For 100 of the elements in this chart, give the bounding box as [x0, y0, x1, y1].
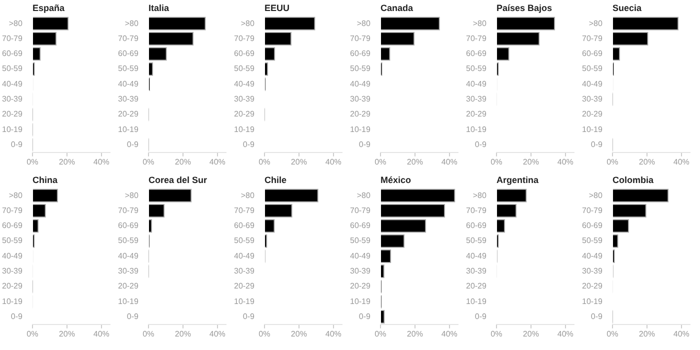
y-tick-label: 50-59 — [234, 64, 256, 74]
x-tick-label: 0% — [606, 157, 618, 166]
y-tick-label: 40-49 — [582, 251, 604, 260]
x-tick-label: 0% — [258, 157, 270, 166]
x-tick-label: 0% — [490, 157, 502, 166]
y-tick-label: 40-49 — [466, 251, 488, 260]
y-tick-label: 50-59 — [2, 64, 24, 74]
chart-title: Colombia — [612, 174, 654, 185]
y-tick-label: 30-39 — [466, 266, 488, 276]
x-tick-label: 20% — [406, 329, 423, 338]
y-tick-label: 70-79 — [118, 206, 140, 215]
y-tick-label: 50-59 — [350, 236, 372, 246]
y-tick-label: 40-49 — [234, 251, 256, 260]
y-tick-label: 40-49 — [118, 251, 140, 260]
y-tick-label: 70-79 — [234, 34, 256, 43]
x-tick-label: 40% — [557, 329, 574, 338]
y-tick-label: 70-79 — [466, 34, 488, 43]
y-tick-label: >80 — [588, 18, 604, 28]
y-tick-label: 10-19 — [350, 296, 372, 306]
y-tick-label: 20-29 — [118, 282, 140, 291]
y-tick-label: 10-19 — [582, 124, 604, 134]
y-tick-label: 70-79 — [350, 206, 372, 215]
y-tick-label: 20-29 — [234, 282, 256, 291]
y-tick-label: 60-69 — [466, 49, 488, 58]
y-tick-label: >80 — [240, 190, 256, 200]
y-tick-label: 40-49 — [234, 79, 256, 88]
y-tick-label: 30-39 — [2, 94, 24, 104]
y-tick-label: 30-39 — [2, 266, 24, 276]
y-tick-label: 60-69 — [582, 221, 604, 230]
y-tick-label: >80 — [356, 18, 372, 28]
y-tick-label: 30-39 — [234, 94, 256, 104]
x-tick-label: 40% — [93, 157, 110, 166]
y-tick-label: 20-29 — [582, 110, 604, 119]
y-tick-label: 70-79 — [2, 34, 24, 43]
chart-title: Suecia — [612, 2, 642, 13]
y-tick-label: 10-19 — [2, 296, 24, 306]
x-tick-label: 40% — [673, 329, 690, 338]
y-tick-label: >80 — [8, 18, 24, 28]
x-tick-label: 20% — [58, 157, 75, 166]
x-tick-label: 20% — [522, 157, 539, 166]
x-tick-label: 0% — [374, 157, 386, 166]
y-tick-label: 50-59 — [2, 236, 24, 246]
chart-title: Italia — [148, 2, 170, 13]
x-tick-label: 0% — [26, 329, 38, 338]
chart-title: China — [32, 174, 58, 185]
y-tick-label: 40-49 — [350, 79, 372, 88]
y-tick-label: 50-59 — [350, 64, 372, 74]
x-tick-label: 20% — [522, 329, 539, 338]
y-tick-label: 0-9 — [474, 312, 488, 322]
y-tick-label: 10-19 — [350, 124, 372, 134]
y-tick-label: >80 — [124, 18, 140, 28]
y-tick-label: 0-9 — [242, 140, 256, 150]
y-tick-label: 60-69 — [350, 49, 372, 58]
y-tick-label: 20-29 — [234, 110, 256, 119]
y-tick-label: 40-49 — [350, 251, 372, 260]
y-tick-label: 70-79 — [350, 34, 372, 43]
y-tick-label: 0-9 — [242, 312, 256, 322]
y-tick-label: 70-79 — [234, 206, 256, 215]
y-tick-label: >80 — [588, 190, 604, 200]
y-tick-label: 0-9 — [126, 140, 140, 150]
y-tick-label: 30-39 — [582, 94, 604, 104]
y-tick-label: 20-29 — [466, 282, 488, 291]
y-tick-label: 50-59 — [582, 236, 604, 246]
y-tick-label: 20-29 — [350, 282, 372, 291]
y-tick-label: 60-69 — [118, 49, 140, 58]
y-tick-label: 30-39 — [118, 266, 140, 276]
y-tick-label: 10-19 — [234, 296, 256, 306]
y-tick-label: 0-9 — [474, 140, 488, 150]
chart-title: España — [32, 2, 66, 13]
chart-title: México — [380, 174, 412, 185]
chart-title: Corea del Sur — [148, 174, 208, 185]
y-tick-label: 50-59 — [234, 236, 256, 246]
y-tick-label: 30-39 — [350, 266, 372, 276]
y-tick-label: 0-9 — [590, 312, 604, 322]
x-tick-label: 40% — [325, 157, 342, 166]
chart-title: Argentina — [496, 174, 540, 185]
y-tick-label: 40-49 — [582, 79, 604, 88]
x-tick-label: 40% — [557, 157, 574, 166]
y-tick-label: 60-69 — [118, 221, 140, 230]
y-tick-label: 50-59 — [466, 236, 488, 246]
x-tick-label: 20% — [290, 157, 307, 166]
x-tick-label: 20% — [58, 329, 75, 338]
x-tick-label: 0% — [142, 329, 154, 338]
y-tick-label: 50-59 — [582, 64, 604, 74]
y-tick-label: >80 — [472, 18, 488, 28]
y-tick-label: 60-69 — [350, 221, 372, 230]
y-tick-label: 0-9 — [358, 312, 372, 322]
x-tick-label: 0% — [606, 329, 618, 338]
x-tick-label: 0% — [374, 329, 386, 338]
y-tick-label: 0-9 — [126, 312, 140, 322]
y-tick-label: 60-69 — [234, 221, 256, 230]
y-tick-label: 10-19 — [234, 124, 256, 134]
y-tick-label: 20-29 — [2, 110, 24, 119]
y-tick-label: 0-9 — [10, 140, 24, 150]
y-tick-label: >80 — [240, 18, 256, 28]
x-tick-label: 20% — [638, 329, 655, 338]
y-tick-label: 30-39 — [582, 266, 604, 276]
y-tick-label: 10-19 — [118, 296, 140, 306]
y-tick-label: 40-49 — [466, 79, 488, 88]
y-tick-label: 10-19 — [466, 296, 488, 306]
